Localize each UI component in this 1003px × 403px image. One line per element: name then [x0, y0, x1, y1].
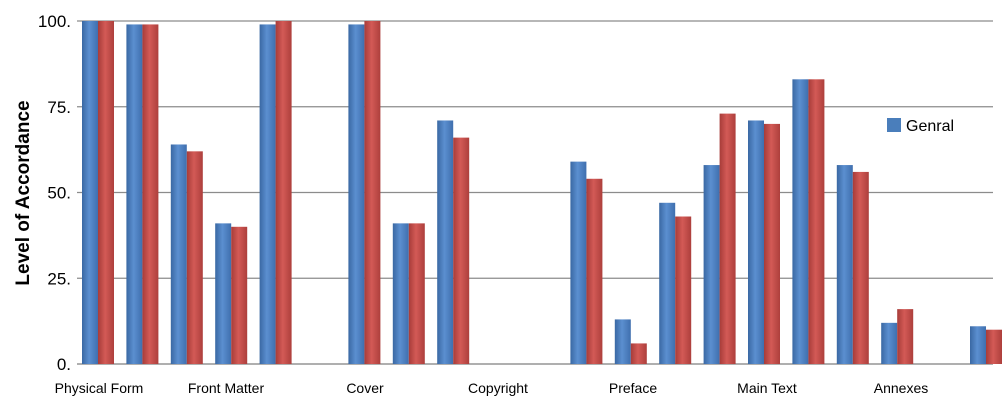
bar-series1-slot0 [98, 21, 114, 364]
bar-series0-slot8 [437, 120, 454, 364]
bar-series0-slot3 [215, 223, 232, 364]
bar-series1-slot1 [142, 24, 159, 365]
bar-series0-slot1 [126, 24, 143, 365]
y-tick-label-25: 25. [47, 269, 71, 288]
x-label-2: Cover [346, 380, 384, 396]
bar-series1-slot16 [808, 79, 825, 364]
bar-series0-slot11 [570, 161, 587, 364]
bar-series1-slot14 [719, 113, 736, 364]
legend: Genral [887, 118, 954, 135]
bar-series1-slot4 [275, 21, 292, 364]
bar-series0-slot16 [792, 79, 809, 364]
x-label-1: Front Matter [188, 380, 265, 396]
bar-series0-slot12 [614, 319, 631, 364]
bar-series0-slot2 [170, 144, 187, 364]
bar-series0-slot14 [703, 165, 720, 364]
legend-swatch-genral [887, 118, 901, 132]
bar-series0-slot20 [970, 326, 986, 364]
bar-series0-slot15 [748, 120, 764, 364]
x-label-0: Physical Form [55, 380, 144, 396]
x-label-6: Annexes [874, 380, 928, 396]
x-tick-labels: Physical Form Front Matter Cover Copyright P… [55, 380, 929, 396]
x-label-5: Main Text [737, 380, 797, 396]
y-axis-title: Level of Accordance [13, 100, 34, 285]
bar-series0-slot0 [82, 21, 98, 364]
bar-series0-slot7 [392, 223, 409, 364]
y-tick-label-100: 100. [38, 12, 71, 31]
bar-series1-slot15 [764, 123, 780, 365]
bars [82, 21, 1002, 365]
bar-series0-slot17 [836, 165, 853, 364]
bar-series0-slot4 [259, 24, 276, 365]
bar-series1-slot18 [897, 309, 914, 364]
bar-series0-slot13 [659, 202, 676, 364]
bar-series1-slot6 [364, 21, 381, 364]
y-tick-label-75: 75. [47, 98, 71, 117]
bar-series1-slot20 [986, 329, 1002, 364]
y-tick-label-50: 50. [47, 184, 71, 203]
bar-series0-slot6 [348, 24, 365, 365]
x-label-4: Preface [609, 380, 657, 396]
bar-series1-slot17 [852, 171, 869, 364]
bar-series1-slot2 [186, 151, 203, 364]
bar-series1-slot8 [453, 137, 470, 364]
y-tick-label-0: 0. [57, 355, 71, 374]
bar-series1-slot12 [630, 343, 647, 364]
bar-series1-slot11 [586, 178, 603, 364]
bar-series1-slot3 [231, 226, 248, 364]
legend-label-genral: Genral [906, 118, 954, 135]
y-tick-labels: 0. 25. 50. 75. 100. [38, 12, 71, 374]
bar-series0-slot18 [881, 322, 898, 364]
bar-series1-slot13 [675, 216, 692, 364]
bar-series1-slot7 [408, 223, 425, 364]
x-label-3: Copyright [468, 380, 528, 396]
